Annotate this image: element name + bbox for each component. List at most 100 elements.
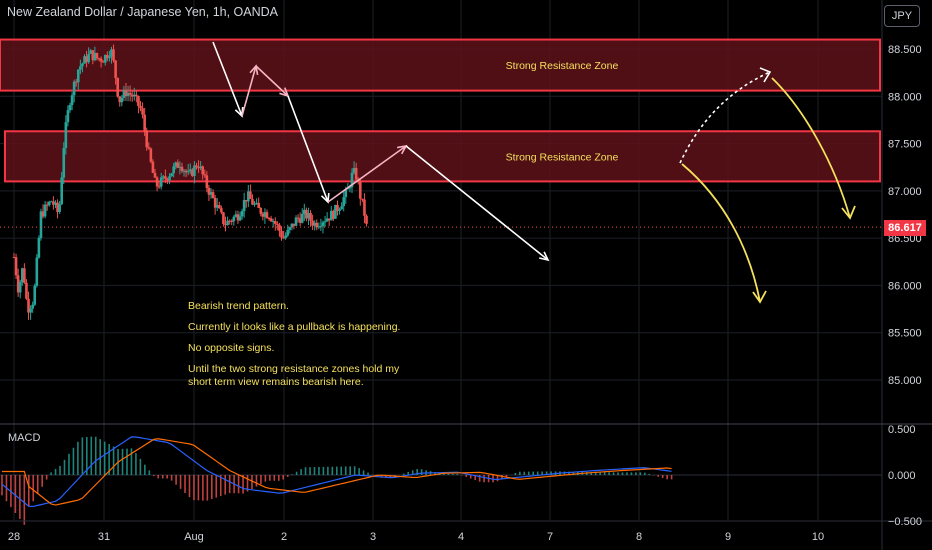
candle-body: [294, 217, 298, 226]
candle-body: [182, 170, 186, 172]
x-tick-label: 2: [281, 531, 287, 543]
candle-body: [143, 114, 146, 131]
candle-body: [242, 200, 246, 212]
projection-arrow-head: [752, 290, 767, 304]
candle-body: [81, 63, 84, 67]
candle-body: [354, 167, 358, 180]
x-tick-label: 4: [458, 531, 464, 543]
candle-body: [265, 212, 269, 219]
candle-body: [296, 217, 300, 219]
candle-body: [230, 220, 234, 222]
y-tick-label: 87.500: [888, 139, 922, 151]
candle-body: [29, 308, 32, 313]
candle-body: [253, 203, 256, 205]
candle-body: [139, 105, 142, 109]
currency-button[interactable]: JPY: [884, 5, 920, 27]
candle-body: [87, 53, 90, 63]
candle-body: [257, 202, 260, 208]
note-line: No opposite signs.: [188, 342, 275, 354]
candle-body: [151, 161, 155, 173]
candle-body: [132, 94, 136, 97]
candle-body: [323, 221, 327, 223]
candle-body: [68, 105, 72, 111]
candle-body: [303, 209, 306, 214]
resistance-zone: [0, 38, 881, 92]
candle-body: [12, 257, 16, 259]
candle-body: [126, 92, 130, 97]
candle-body: [193, 165, 196, 176]
zone-label: Strong Resistance Zone: [506, 60, 619, 72]
candle-body: [238, 216, 242, 221]
candle-body: [191, 169, 194, 176]
trend-arrow: [405, 145, 549, 261]
candle-body: [52, 201, 55, 205]
candle-body: [74, 81, 78, 83]
candle-body: [33, 285, 37, 305]
candle-body: [228, 220, 231, 222]
candle-body: [168, 176, 171, 181]
candle-body: [298, 218, 302, 223]
candle-body: [361, 198, 364, 200]
candle-body: [155, 177, 159, 187]
candle-body: [236, 214, 240, 221]
candle-body: [141, 108, 144, 115]
x-tick-label: 31: [98, 531, 110, 543]
candle-body: [338, 209, 341, 211]
candle-body: [188, 169, 192, 172]
candle-body: [159, 177, 163, 187]
candle-body: [25, 282, 28, 299]
candle-body: [93, 53, 97, 61]
candle-body: [31, 304, 34, 309]
candle-body: [255, 202, 258, 204]
candle-body: [207, 187, 211, 195]
candle-body: [89, 50, 93, 54]
candle-body: [70, 95, 74, 106]
candle-body: [276, 223, 279, 225]
candle-body: [95, 53, 99, 59]
candle-body: [23, 268, 26, 283]
candle-body: [290, 223, 294, 228]
trend-arrow: [287, 95, 329, 203]
candle-body: [170, 173, 173, 177]
candle-body: [145, 130, 149, 148]
candle-body: [315, 222, 319, 228]
candle-body: [199, 166, 202, 169]
candle-body: [180, 166, 184, 172]
candle-body: [288, 227, 292, 231]
candle-body: [321, 222, 325, 227]
candle-body: [14, 257, 18, 276]
candle-body: [240, 211, 244, 217]
candle-body: [103, 55, 107, 63]
candle-body: [278, 224, 281, 231]
candle-body: [172, 166, 175, 174]
candle-body: [286, 230, 290, 236]
candle-body: [346, 188, 350, 190]
candle-body: [350, 172, 354, 188]
candle-body: [135, 94, 138, 97]
candle-body: [35, 257, 39, 286]
candle-body: [217, 205, 221, 209]
x-tick-label: 7: [547, 531, 553, 543]
candle-body: [137, 96, 140, 106]
projection-dashed-arrow: [679, 71, 771, 164]
candle-body: [184, 170, 188, 173]
candle-body: [348, 187, 352, 189]
candle-body: [147, 147, 151, 149]
candle-body: [97, 58, 101, 60]
candle-body: [47, 201, 51, 206]
candle-body: [215, 205, 219, 208]
candle-body: [99, 58, 103, 62]
candle-body: [176, 162, 180, 168]
x-tick-label: 10: [812, 531, 824, 543]
candle-body: [261, 213, 265, 217]
note-line: Until the two strong resistance zones ho…: [188, 363, 400, 388]
candle-body: [271, 221, 275, 223]
candle-body: [106, 55, 109, 59]
pullback-arrow: [241, 65, 257, 117]
candlestick-series: [0, 44, 882, 320]
candle-body: [124, 89, 128, 97]
candle-body: [157, 186, 161, 188]
y-tick-label: 85.000: [888, 375, 922, 387]
note-line: Bearish trend pattern.: [188, 300, 289, 312]
